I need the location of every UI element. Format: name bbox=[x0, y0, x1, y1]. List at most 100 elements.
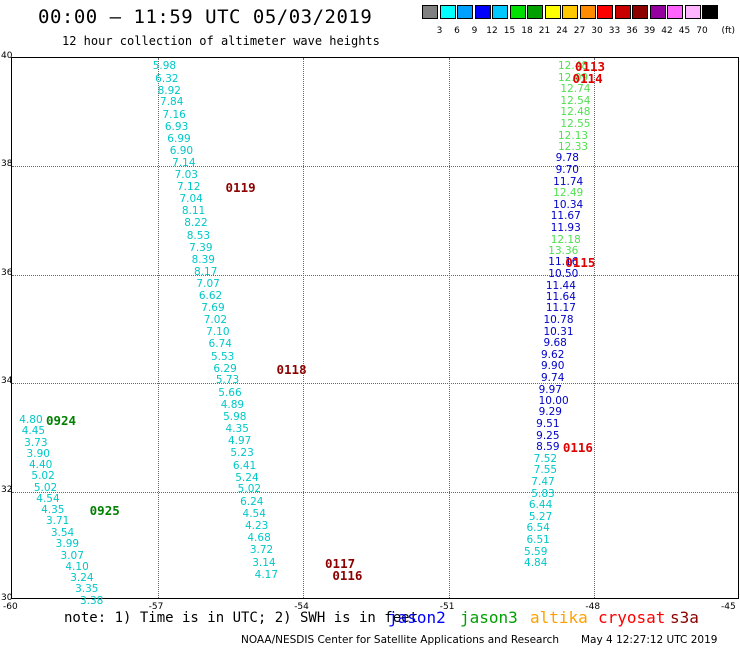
wave-height-label: 4.23 bbox=[244, 520, 269, 533]
longitude-label: -57 bbox=[148, 602, 164, 612]
wave-height-label: 9.97 bbox=[538, 383, 562, 396]
latitude-label: 40 bbox=[1, 51, 13, 61]
wave-height-label: 12.18 bbox=[550, 233, 581, 246]
wave-height-label: 10.34 bbox=[553, 198, 584, 211]
legend-tick-label: 18 bbox=[521, 26, 533, 36]
wave-height-label: 11.44 bbox=[545, 279, 576, 292]
legend-swatch bbox=[527, 5, 543, 19]
wave-height-label: 4.17 bbox=[254, 568, 279, 581]
legend-tick-label: 42 bbox=[661, 26, 673, 36]
wave-height-label: 3.99 bbox=[55, 538, 80, 551]
wave-height-label: 3.35 bbox=[75, 583, 99, 596]
pass-number-label: 0113 bbox=[574, 59, 606, 75]
wave-height-label: 4.68 bbox=[247, 532, 271, 545]
generation-timestamp: May 4 12:27:12 UTC 2019 bbox=[581, 634, 718, 646]
wave-height-label: 9.29 bbox=[538, 406, 562, 419]
meridian-gridline bbox=[303, 58, 305, 598]
wave-height-label: 5.24 bbox=[235, 471, 259, 484]
pass-number-label: 0119 bbox=[225, 179, 256, 195]
legend-swatch bbox=[492, 5, 508, 19]
map-plot-area: 5.98 6.32 8.92 7.84 7.16 6.93 6.99 6.90 7.14 7.03… bbox=[11, 57, 739, 607]
wave-height-label: 12.55 bbox=[560, 117, 591, 130]
wave-height-label: 5.59 bbox=[524, 545, 548, 558]
wave-height-label: 6.62 bbox=[198, 289, 223, 302]
map-title: 00:00 – 11:59 UTC 05/03/2019 bbox=[38, 6, 373, 28]
wave-height-label: 8.59 bbox=[536, 441, 560, 454]
legend-tick-label: 21 bbox=[538, 26, 551, 36]
wave-height-label: 5.83 bbox=[531, 487, 555, 500]
wave-height-label: 11.93 bbox=[550, 221, 581, 234]
wave-height-label: 11.64 bbox=[545, 291, 576, 304]
wave-height-label: 9.78 bbox=[555, 152, 579, 165]
legend-tick-label: 24 bbox=[556, 26, 568, 36]
wave-height-label: 7.39 bbox=[189, 241, 213, 254]
latitude-label: 34 bbox=[1, 376, 13, 387]
wave-height-label: 7.52 bbox=[533, 453, 558, 466]
wave-height-label: 3.54 bbox=[50, 526, 75, 539]
legend-swatch bbox=[544, 5, 561, 19]
meridian-gridline bbox=[594, 58, 596, 598]
meridian-gridline bbox=[448, 58, 450, 598]
legend-swatch bbox=[667, 5, 683, 19]
wave-height-label: 5.02 bbox=[31, 470, 55, 483]
wave-height-label: 4.40 bbox=[28, 459, 53, 472]
legend-swatch bbox=[614, 5, 631, 19]
wave-height-label: 9.70 bbox=[555, 164, 579, 177]
meridian-gridline bbox=[157, 58, 159, 598]
legend-tick-label: 36 bbox=[626, 26, 638, 36]
wave-height-label: 12.48 bbox=[558, 60, 589, 73]
satellite-name-s3a: s3a bbox=[670, 608, 699, 627]
wave-height-label: 5.98 bbox=[223, 410, 247, 423]
legend-tick-label: 6 bbox=[454, 26, 460, 36]
wave-height-label: 6.41 bbox=[232, 459, 257, 472]
wave-height-label: 4.35 bbox=[225, 423, 249, 436]
wave-height-label: 6.51 bbox=[526, 533, 550, 546]
wave-height-label: 5.73 bbox=[215, 374, 240, 387]
wave-height-label: 12.74 bbox=[560, 82, 591, 95]
wave-height-label: 5.98 bbox=[152, 60, 177, 73]
wave-height-label: 6.93 bbox=[164, 120, 189, 133]
wave-height-label: 6.74 bbox=[208, 338, 232, 351]
legend-swatch bbox=[439, 5, 456, 19]
wave-height-label: 7.69 bbox=[201, 302, 225, 315]
wave-height-label: 11.17 bbox=[545, 302, 576, 315]
wave-height-label: 9.62 bbox=[541, 349, 565, 362]
latitude-label: 32 bbox=[1, 484, 13, 495]
longitude-label: -45 bbox=[721, 602, 736, 612]
wave-height-label: 7.55 bbox=[533, 464, 558, 477]
wave-height-label: 4.45 bbox=[21, 425, 46, 438]
wave-height-label: 11.16 bbox=[548, 256, 579, 269]
wave-height-label: 12.54 bbox=[560, 94, 591, 107]
satellite-name-jason3: jason3 bbox=[460, 608, 518, 627]
wave-height-label: 9.68 bbox=[543, 337, 567, 350]
legend-tick-label: 30 bbox=[591, 26, 603, 36]
pass-number-label: 0115 bbox=[565, 255, 596, 271]
wave-height-label: 5.02 bbox=[237, 483, 262, 496]
satellite-name-jason2: jason2 bbox=[388, 608, 446, 627]
wave-height-label: 10.78 bbox=[543, 314, 574, 327]
wave-height-label: 6.99 bbox=[167, 133, 191, 146]
legend-swatch bbox=[474, 5, 491, 19]
legend-swatch bbox=[562, 5, 578, 19]
wave-height-label: 3.07 bbox=[60, 549, 84, 562]
wave-height-label: 10.50 bbox=[548, 268, 579, 281]
wave-height-label: 7.02 bbox=[203, 314, 228, 327]
latitude-label: 30 bbox=[1, 593, 13, 603]
wave-height-label: 4.80 bbox=[19, 414, 43, 427]
wave-height-label: 8.92 bbox=[157, 84, 181, 97]
wave-height-label: 9.25 bbox=[536, 429, 560, 442]
wave-height-label: 4.54 bbox=[242, 507, 266, 520]
wave-height-label: 7.16 bbox=[162, 108, 186, 121]
legend-swatch bbox=[632, 5, 648, 19]
wave-height-label: 9.51 bbox=[536, 418, 560, 431]
wave-height-label: 6.32 bbox=[155, 72, 179, 85]
longitude-label: -48 bbox=[585, 602, 601, 612]
wave-height-label: 7.47 bbox=[531, 475, 555, 488]
pass-number-label: 0925 bbox=[89, 503, 120, 519]
wave-height-label: 10.00 bbox=[538, 395, 569, 408]
legend-tick-label: 33 bbox=[608, 26, 621, 36]
legend-swatch bbox=[649, 5, 666, 19]
legend-tick-label: 27 bbox=[573, 26, 586, 36]
legend-tick-label: 15 bbox=[503, 26, 516, 36]
wave-height-label: 5.02 bbox=[33, 481, 58, 494]
